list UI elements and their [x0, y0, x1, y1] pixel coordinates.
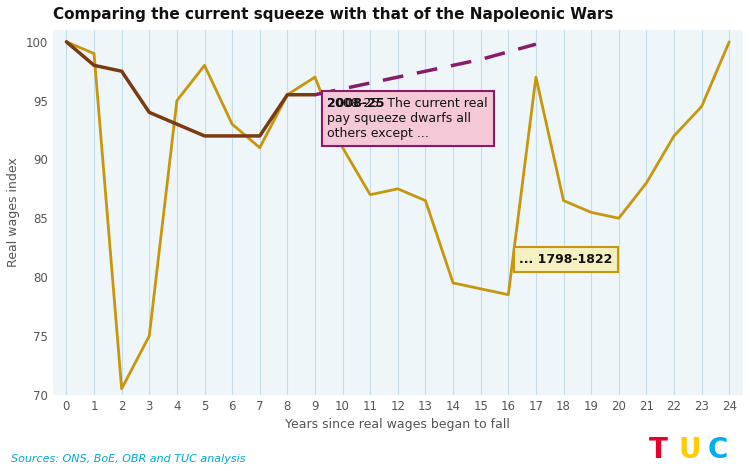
X-axis label: Years since real wages began to fall: Years since real wages began to fall: [286, 418, 510, 431]
Text: ... 1798-1822: ... 1798-1822: [519, 253, 613, 266]
Text: C: C: [708, 436, 728, 464]
Text: U: U: [679, 436, 701, 464]
Text: Comparing the current squeeze with that of the Napoleonic Wars: Comparing the current squeeze with that …: [53, 7, 613, 22]
Y-axis label: Real wages index: Real wages index: [7, 157, 20, 267]
Text: T: T: [649, 436, 668, 464]
Text: 2008-25: 2008-25: [328, 97, 385, 110]
Text: 2008-25  The current real
pay squeeze dwarfs all
others except ...: 2008-25 The current real pay squeeze dwa…: [328, 97, 488, 140]
Text: Sources: ONS, BoE, OBR and TUC analysis: Sources: ONS, BoE, OBR and TUC analysis: [11, 454, 246, 464]
